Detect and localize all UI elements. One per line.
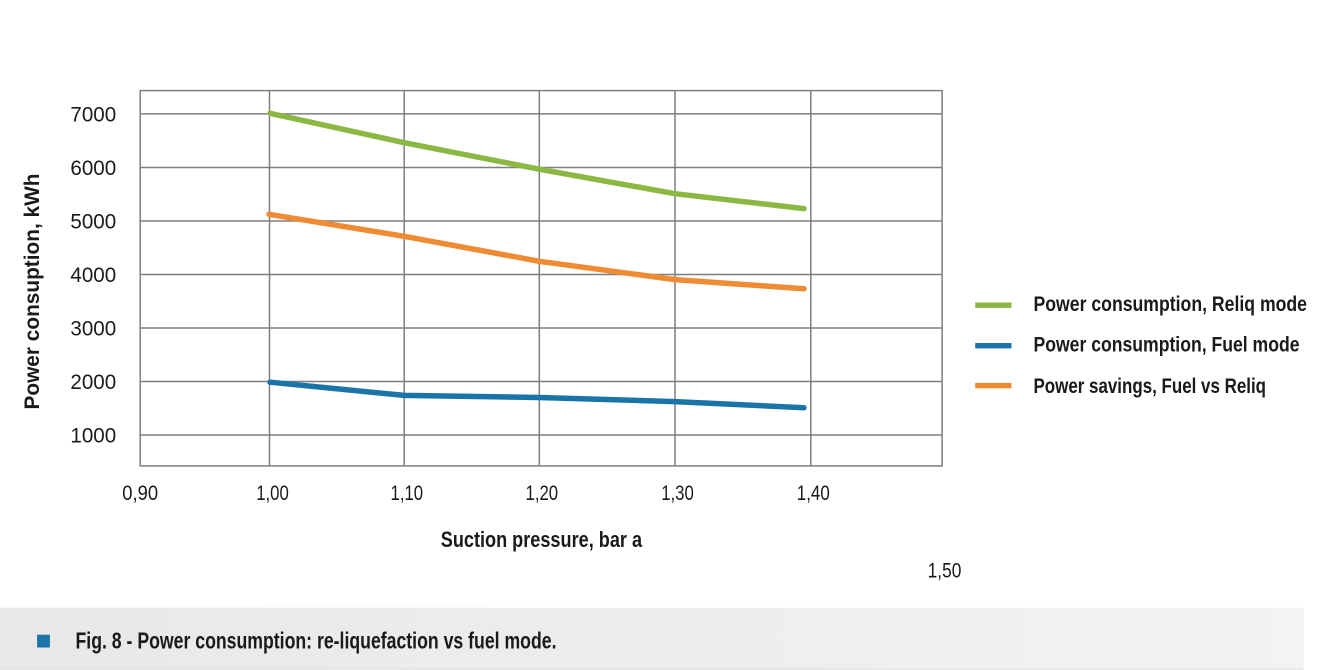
svg-text:Fig. 8 - Power consumption: re: Fig. 8 - Power consumption: re-liquefact… bbox=[76, 628, 557, 654]
svg-text:2000: 2000 bbox=[70, 370, 116, 394]
svg-text:7000: 7000 bbox=[70, 103, 116, 127]
svg-text:Suction pressure, bar a: Suction pressure, bar a bbox=[441, 527, 643, 552]
svg-text:4000: 4000 bbox=[70, 263, 116, 287]
svg-text:Power savings, Fuel vs Reliq: Power savings, Fuel vs Reliq bbox=[1034, 374, 1267, 398]
svg-text:3000: 3000 bbox=[70, 317, 116, 341]
svg-text:1,00: 1,00 bbox=[256, 481, 289, 505]
svg-text:1,50: 1,50 bbox=[928, 558, 962, 582]
svg-text:1000: 1000 bbox=[70, 424, 116, 448]
svg-text:0,90: 0,90 bbox=[122, 481, 158, 505]
svg-text:Power consumption, Fuel mode: Power consumption, Fuel mode bbox=[1034, 332, 1300, 356]
svg-text:5000: 5000 bbox=[70, 210, 116, 234]
svg-text:Power consumption, Reliq mode: Power consumption, Reliq mode bbox=[1034, 292, 1308, 316]
svg-text:1,30: 1,30 bbox=[661, 481, 694, 505]
svg-text:Power consuption, kWh: Power consuption, kWh bbox=[20, 174, 44, 410]
svg-text:6000: 6000 bbox=[70, 156, 116, 180]
svg-text:1,10: 1,10 bbox=[391, 481, 424, 505]
svg-text:1,20: 1,20 bbox=[526, 481, 559, 505]
svg-text:1,40: 1,40 bbox=[797, 481, 830, 505]
